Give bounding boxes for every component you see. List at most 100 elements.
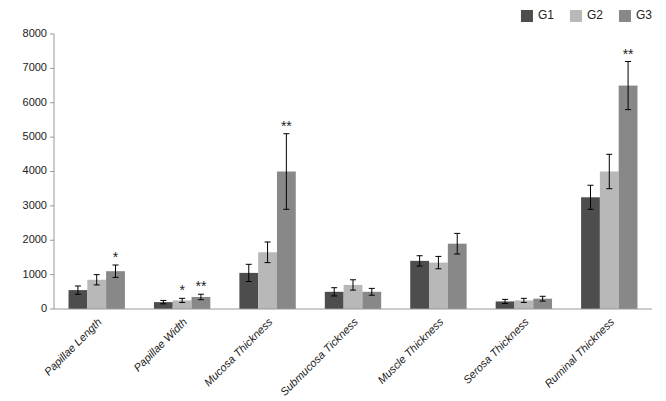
legend-item: G3 — [619, 8, 652, 22]
annotation: * — [113, 249, 119, 265]
error-line — [628, 62, 629, 110]
error-line — [353, 280, 354, 290]
x-tick-label: Papillae Width — [131, 316, 189, 374]
error-cap — [540, 296, 546, 297]
error-cap — [417, 266, 423, 267]
error-cap — [265, 262, 271, 263]
error-bar — [521, 298, 527, 302]
x-tick-label: Papillae Length — [42, 316, 104, 378]
error-bar — [198, 294, 204, 300]
y-tick-label: 3000 — [23, 199, 47, 211]
y-tick-label: 5000 — [23, 130, 47, 142]
error-cap — [331, 287, 337, 288]
y-tick-label: 8000 — [23, 27, 47, 39]
error-cap — [160, 303, 166, 304]
y-tick-label: 4000 — [23, 164, 47, 176]
error-line — [163, 300, 164, 303]
y-tick — [50, 309, 54, 310]
bar — [581, 197, 600, 309]
error-cap — [283, 209, 289, 210]
error-cap — [587, 185, 593, 186]
chart: 010002000300040005000600070008000Papilla… — [0, 0, 666, 401]
error-cap — [625, 109, 631, 110]
error-cap — [246, 264, 252, 265]
error-cap — [75, 285, 81, 286]
y-tick-label: 7000 — [23, 61, 47, 73]
x-tick-label: Mucosa Thickness — [202, 315, 275, 388]
error-bar — [265, 242, 271, 263]
error-bar — [435, 256, 441, 268]
error-bar — [369, 288, 375, 295]
plot-area — [69, 62, 638, 310]
y-tick-label: 6000 — [23, 96, 47, 108]
error-line — [286, 134, 287, 210]
error-bar — [94, 275, 100, 285]
error-cap — [113, 277, 119, 278]
y-tick — [50, 34, 54, 35]
error-bar — [350, 280, 356, 290]
error-line — [438, 256, 439, 268]
error-line — [457, 233, 458, 254]
error-cap — [521, 298, 527, 299]
y-tick — [50, 171, 54, 172]
error-bar — [331, 288, 337, 296]
error-cap — [94, 284, 100, 285]
bar — [410, 261, 429, 309]
series — [87, 154, 618, 309]
y-tick — [50, 240, 54, 241]
error-cap — [435, 256, 441, 257]
error-cap — [179, 302, 185, 303]
error-cap — [369, 295, 375, 296]
series — [69, 185, 600, 309]
x-tick-label: Serosa Thickness — [461, 315, 532, 386]
error-line — [77, 286, 78, 294]
legend-label: G3 — [636, 8, 652, 22]
x-tick-label: Muscle Thickness — [375, 315, 446, 386]
legend-item: G2 — [570, 8, 603, 22]
legend-swatch — [570, 10, 582, 22]
error-line — [267, 242, 268, 263]
error-cap — [454, 233, 460, 234]
error-cap — [435, 268, 441, 269]
y-axis: 010002000300040005000600070008000 — [23, 27, 54, 314]
error-line — [419, 256, 420, 266]
error-cap — [160, 300, 166, 301]
error-bar — [160, 300, 166, 303]
error-cap — [94, 274, 100, 275]
annotation: ** — [195, 278, 206, 294]
error-line — [523, 298, 524, 302]
error-cap — [246, 281, 252, 282]
error-cap — [606, 154, 612, 155]
annotation: ** — [281, 118, 292, 134]
error-line — [200, 294, 201, 300]
x-axis: Papillae Length Papillae WidthMucosa Thic… — [42, 309, 652, 398]
error-line — [96, 275, 97, 285]
bar — [600, 172, 619, 310]
error-bar — [283, 134, 289, 210]
x-tick-label: Ruminal Thickness — [542, 315, 617, 390]
error-cap — [502, 299, 508, 300]
x-tick-label: Submucosa Tickness — [278, 315, 361, 398]
error-cap — [350, 290, 356, 291]
error-cap — [198, 299, 204, 300]
error-line — [505, 299, 506, 303]
legend-label: G2 — [587, 8, 603, 22]
error-line — [609, 154, 610, 188]
error-cap — [417, 255, 423, 256]
error-bar — [417, 256, 423, 266]
error-line — [115, 265, 116, 277]
error-line — [248, 264, 249, 281]
error-cap — [606, 188, 612, 189]
y-tick — [50, 137, 54, 138]
y-tick — [50, 102, 54, 103]
bar — [619, 86, 638, 309]
error-bar — [246, 264, 252, 281]
error-cap — [521, 302, 527, 303]
y-tick-label: 0 — [41, 302, 47, 314]
error-line — [590, 185, 591, 209]
error-bar — [502, 299, 508, 303]
chart-container: 010002000300040005000600070008000Papilla… — [0, 0, 666, 401]
error-cap — [331, 295, 337, 296]
y-tick — [50, 68, 54, 69]
error-bar — [454, 233, 460, 254]
